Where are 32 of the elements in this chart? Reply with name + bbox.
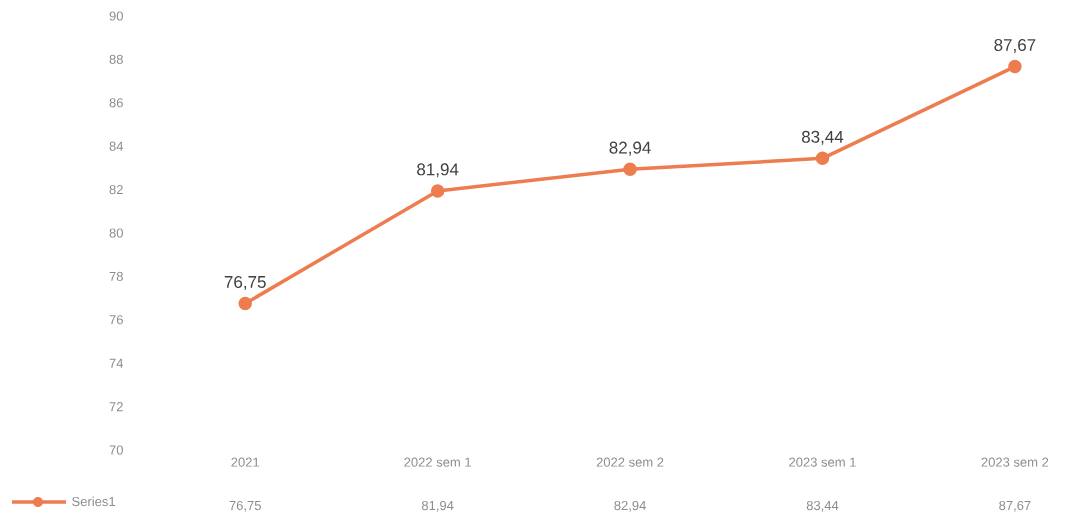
- x-tick-label: 2023 sem 2: [981, 457, 1049, 467]
- x-tick-label: 2022 sem 2: [596, 457, 664, 467]
- x-tick-label: 2021: [231, 457, 260, 467]
- x-tick-label: 2022 sem 1: [404, 457, 471, 467]
- text: 87,67: [994, 38, 1036, 54]
- point: [623, 162, 637, 176]
- data-label: 87,67: [999, 500, 1031, 512]
- data-label: 83,44: [806, 500, 839, 512]
- text: 82,94: [609, 141, 651, 156]
- y-tick-label: 88: [109, 54, 123, 64]
- legend-label: Series1: [72, 496, 115, 507]
- y-tick-label: 80: [109, 228, 123, 238]
- text: 76,75: [224, 275, 266, 290]
- y-tick-label: 76: [109, 315, 123, 325]
- point: [815, 151, 830, 166]
- y-tick-label: 86: [109, 98, 123, 108]
- data-label: 81,94: [421, 500, 454, 512]
- y-tick-label: 82: [109, 184, 123, 195]
- y-tick-label: 72: [109, 402, 123, 412]
- point: [430, 184, 445, 198]
- point: [238, 296, 252, 311]
- text: 83,44: [801, 130, 844, 145]
- data-label: 82,94: [614, 500, 646, 512]
- y-tick-label: 70: [109, 445, 123, 455]
- y-tick-label: 84: [109, 141, 124, 151]
- text: 81,94: [417, 163, 459, 178]
- data-label: 76,75: [229, 500, 261, 512]
- y-tick-label: 74: [109, 358, 124, 368]
- y-tick-label: 90: [109, 11, 123, 21]
- x-tick-label: 2023 sem 1: [789, 457, 856, 467]
- point: [1008, 59, 1022, 74]
- y-tick-label: 78: [109, 271, 123, 281]
